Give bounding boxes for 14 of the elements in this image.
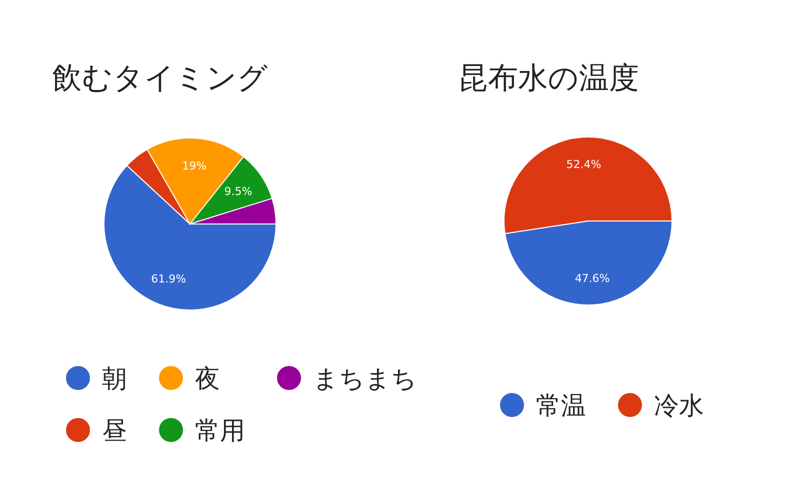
legend-label: 朝 — [102, 364, 127, 393]
legend-label: 昼 — [102, 416, 127, 445]
data-label: 61.9% — [151, 272, 186, 286]
data-label: 52.4% — [566, 158, 602, 172]
legend-label: 常温 — [536, 391, 586, 420]
data-label: 9.5% — [224, 184, 252, 198]
legend-label: まちまち — [313, 364, 417, 393]
legend-label: 冷水 — [654, 391, 704, 420]
legend-label: 常用 — [195, 416, 245, 445]
data-label: 19% — [182, 160, 207, 173]
data-label: 47.6% — [574, 272, 610, 285]
legend-label: 夜 — [195, 364, 220, 393]
chart-title: 昆布水の温度 — [458, 61, 639, 96]
chart-title: 飲むタイミング — [52, 61, 268, 96]
